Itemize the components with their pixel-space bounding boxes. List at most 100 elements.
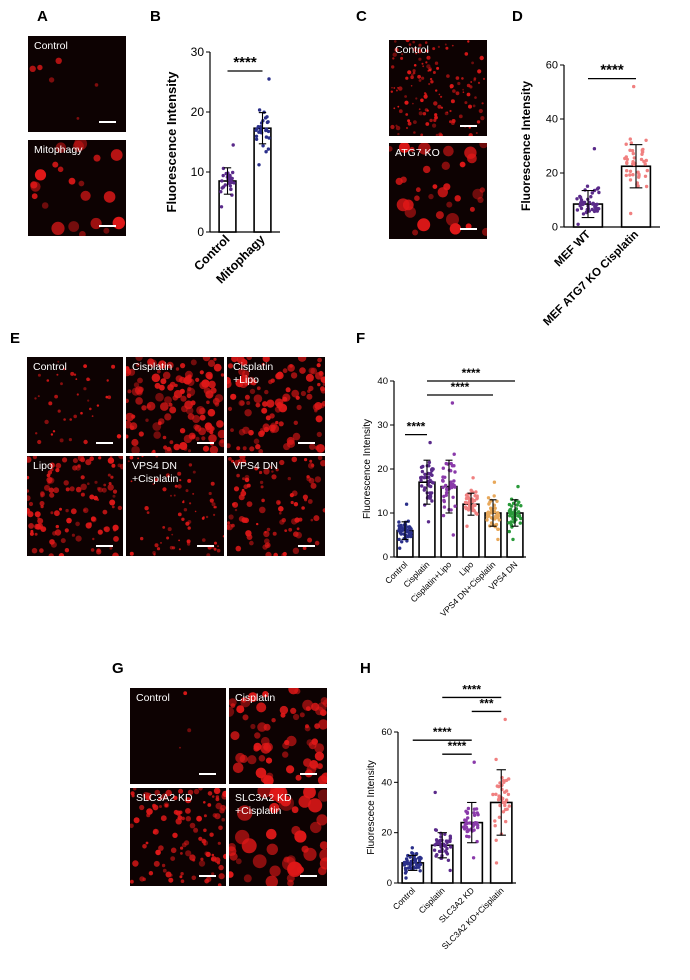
cell-signal (213, 363, 222, 372)
cell-signal (391, 86, 393, 89)
cell-signal-layer (126, 357, 224, 453)
data-point (223, 183, 227, 187)
cell-signal (70, 508, 77, 515)
data-point (640, 148, 644, 152)
data-point (501, 779, 506, 783)
cell-signal (246, 357, 252, 361)
panel-letter-c: C (356, 8, 367, 25)
data-point (267, 136, 271, 140)
micrograph-label: ATG7 KO (395, 147, 440, 159)
cell-signal (306, 475, 310, 479)
cell-signal (413, 131, 416, 134)
cell-signal (264, 531, 267, 534)
y-tick-label: 0 (387, 878, 392, 889)
cell-signal (199, 414, 206, 421)
cell-signal (248, 429, 254, 436)
data-point (494, 861, 499, 865)
data-point (448, 834, 452, 838)
cell-signal (156, 369, 161, 374)
cell-signal (206, 400, 210, 405)
cell-signal (28, 501, 34, 507)
cell-signal-layer (130, 788, 226, 886)
cell-signal (187, 478, 192, 483)
cell-signal (433, 101, 438, 106)
cell-signal (434, 61, 439, 65)
cell-signal (75, 535, 82, 542)
cell-signal (205, 851, 211, 857)
scale-bar (298, 442, 315, 444)
data-point (464, 809, 468, 813)
cell-signal (260, 485, 264, 489)
cell-signal (217, 841, 221, 845)
cell-signal (429, 77, 433, 81)
data-point (496, 537, 500, 542)
cell-signal-layer (229, 688, 327, 784)
cell-signal (97, 487, 103, 493)
cell-signal (413, 64, 417, 67)
y-tick-label: 0 (552, 222, 558, 234)
cell-signal (112, 494, 116, 498)
cell-signal (187, 789, 194, 795)
cell-signal (146, 511, 150, 514)
cell-signal (294, 688, 301, 695)
cell-signal (262, 544, 268, 550)
cell-signal (75, 521, 80, 527)
cell-signal (74, 140, 88, 151)
data-point (423, 486, 427, 490)
y-axis-label: Fluorescence Intensity (362, 419, 373, 519)
cell-signal (305, 706, 311, 711)
cell-signal (229, 871, 234, 878)
scale-bar (99, 121, 116, 123)
data-point (442, 499, 446, 504)
cell-signal (87, 482, 90, 485)
cell-signal (96, 404, 100, 407)
cell-signal (265, 551, 272, 556)
cell-signal (101, 487, 107, 493)
cell-signal (238, 494, 245, 501)
cell-signal (185, 808, 191, 814)
cell-signal (260, 736, 270, 746)
data-point (466, 816, 470, 820)
cell-signal (214, 857, 221, 864)
cell-signal (154, 543, 159, 548)
data-point (497, 518, 501, 522)
data-point (434, 828, 438, 832)
cell-signal (188, 432, 196, 440)
data-point (452, 479, 456, 483)
cell-signal (160, 402, 169, 411)
cell-signal (309, 443, 316, 450)
panel-letter-b: B (150, 8, 161, 25)
cell-signal (481, 102, 484, 105)
cell-signal (239, 754, 248, 763)
cell-signal (305, 724, 309, 729)
cell-signal (55, 524, 59, 529)
cell-signal (34, 511, 41, 518)
cell-signal (289, 364, 293, 368)
cell-signal (241, 697, 247, 703)
data-point (629, 211, 633, 216)
y-tick-label: 10 (377, 508, 388, 519)
cell-signal (469, 206, 475, 212)
cell-signal (216, 420, 224, 428)
cell-signal (39, 501, 45, 506)
cell-signal (432, 184, 438, 189)
cell-signal (49, 492, 55, 498)
data-point (503, 717, 507, 722)
cell-signal (422, 112, 427, 116)
data-point (590, 207, 594, 212)
cell-signal (444, 43, 447, 46)
cell-signal (275, 468, 279, 472)
cell-signal (37, 517, 40, 520)
cell-signal (161, 793, 168, 800)
cell-signal (108, 459, 113, 464)
cell-signal (314, 751, 324, 761)
cell-signal (449, 84, 454, 89)
data-point (582, 202, 586, 206)
micrograph-e-lipo: Lipo (27, 456, 123, 556)
cell-signal (276, 371, 284, 380)
cell-signal (292, 547, 300, 554)
cell-signal (258, 755, 266, 762)
cell-signal (27, 495, 31, 501)
cell-signal (210, 387, 217, 394)
cell-signal (420, 133, 424, 136)
